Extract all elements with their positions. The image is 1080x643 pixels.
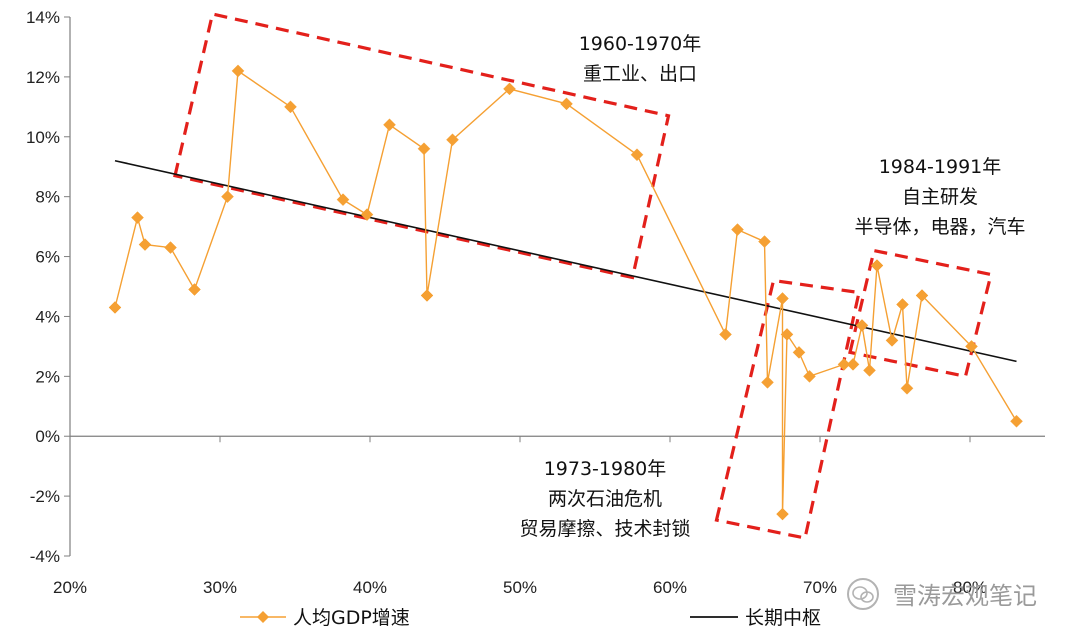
y-tick-label: -4% [30,547,60,566]
annotation-box [173,12,671,280]
gdp-point [792,346,806,359]
y-tick-label: 2% [35,367,60,386]
annotation-text: 1960-1970年 [579,33,702,55]
trend-line [114,159,1017,363]
gdp-point [138,238,152,251]
gdp-point [870,259,884,272]
gdp-point [164,241,177,254]
trend-series [114,159,1017,363]
gdp-point [420,289,434,302]
legend-label-gdp: 人均GDP增速 [293,607,410,629]
y-tick-label: 4% [35,307,60,326]
gdp-point [863,363,876,377]
legend-marker-gdp [257,611,269,623]
gdp-point [776,507,789,521]
annotation-text: 1973-1980年 [544,458,667,480]
watermark-text: 雪涛宏观笔记 [893,582,1037,610]
gdp-point [846,358,860,371]
x-tick-label: 30% [203,578,237,597]
wechat-icon [847,578,879,610]
annotation-text: 1984-1991年 [879,156,1002,178]
wechat-icon-bubble-right [860,591,874,603]
gdp-point [560,97,573,111]
x-tick-label: 70% [803,578,837,597]
legend-label-trend: 长期中枢 [745,607,821,629]
gdp-point [900,381,914,395]
gdp-point [221,190,234,204]
gdp-point [417,142,431,156]
annotation-text: 重工业、出口 [583,63,697,85]
x-tick-label: 80% [953,578,987,597]
gdp-point [780,328,794,341]
gdp-point [719,328,732,341]
y-tick-label: -2% [30,487,60,506]
y-tick-label: 12% [26,68,60,87]
gdp-point [855,319,869,332]
gdp-point [284,100,297,114]
x-tick-label: 20% [53,578,87,597]
chart-axes: 14% 12% 10% 8% 6% 4% 2% 0% -2% -4% 20% 30% 40% 50% 60%… [26,8,1045,597]
annotation-boxes [173,12,993,540]
chart-legend: 人均GDP增速 长期中枢 [240,607,821,629]
x-tick-label: 40% [353,578,387,597]
y-tick-label: 6% [35,248,60,267]
gdp-point [131,211,144,224]
gdp-point [758,235,771,248]
annotation-text: 两次石油危机 [548,488,662,510]
x-tick-label: 50% [503,578,537,597]
x-tick-label: 60% [653,578,687,597]
wechat-icon-bubble-left [852,586,868,600]
gdp-point [915,289,929,302]
annotation-text: 半导体，电器，汽车 [854,216,1025,238]
gdp-point [776,292,789,305]
y-tick-label: 8% [35,188,60,207]
annotation-box [848,248,993,379]
gdp-point [383,118,396,132]
gdp-point [896,298,909,311]
gdp-point [108,301,122,314]
gdp-point [837,358,851,371]
gdp-point [803,369,816,383]
gdp-point [630,148,644,162]
y-tick-label: 10% [26,128,60,147]
gdp-point [336,193,350,207]
gdp-point [1010,414,1023,428]
gdp-series [108,64,1023,521]
gdp-point [446,133,459,147]
gdp-point [761,375,774,389]
y-tick-label: 0% [35,427,60,446]
gdp-point [885,334,899,347]
annotation-box [714,278,861,540]
gdp-point [360,208,374,221]
watermark: 雪涛宏观笔记 [847,578,1037,610]
gdp-point [188,283,201,296]
gdp-point [731,223,744,236]
gdp-point [231,64,245,78]
annotation-text: 自主研发 [902,186,978,208]
gdp-point [503,82,516,96]
y-tick-label: 14% [26,8,60,27]
gdp-series-line [114,69,1018,515]
annotation-text: 贸易摩擦、技术封锁 [519,518,690,540]
gdp-point [965,340,978,353]
